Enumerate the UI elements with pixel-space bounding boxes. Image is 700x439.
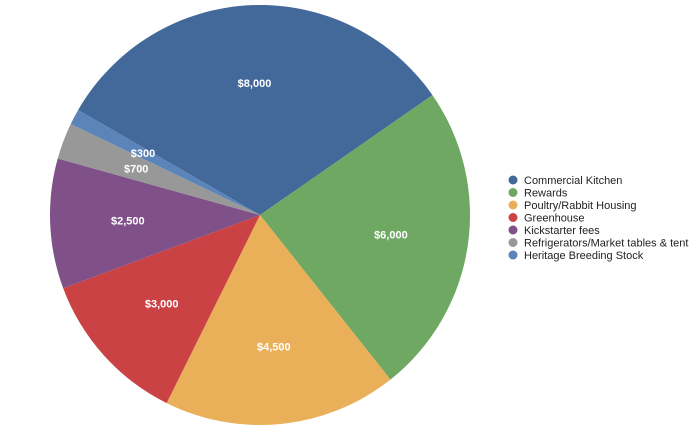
slice-label-poultry-rabbit-housing: $4,500 — [257, 342, 291, 354]
pie-slice-kickstarter-fees — [50, 158, 260, 289]
pie-slice-rewards — [260, 95, 471, 380]
pie-slice-greenhouse — [63, 215, 260, 404]
slice-label-heritage-breeding-stock: $300 — [131, 148, 155, 160]
legend-label-kickstarter-fees: Kickstarter fees — [524, 225, 600, 237]
legend-label-heritage-breeding-stock: Heritage Breeding Stock — [524, 250, 644, 262]
pie-slice-refrigerators-market-tables-tent — [57, 124, 260, 215]
slice-label-refrigerators-market-tables-tent: $700 — [124, 163, 148, 175]
legend-swatch-greenhouse — [508, 213, 518, 222]
pie-slice-poultry-rabbit-housing — [166, 215, 391, 426]
legend-swatch-heritage-breeding-stock — [508, 250, 518, 260]
pie-slice-heritage-breeding-stock — [70, 110, 261, 215]
slice-label-greenhouse: $3,000 — [145, 299, 179, 311]
legend-swatch-commercial-kitchen — [508, 175, 518, 185]
legend-swatch-refrigerators-market-tables-tent — [508, 238, 518, 247]
slice-label-rewards: $6,000 — [374, 229, 408, 241]
chart-legend: Commercial KitchenRewardsPoultry/Rabbit … — [508, 175, 688, 262]
pie-labels: $8,000 $6,000 $4,500 $3,000 $2,500 $700 $300 — [111, 78, 408, 354]
pie-slices — [50, 4, 471, 426]
legend-label-poultry-rabbit-housing: Poultry/Rabbit Housing — [524, 200, 637, 212]
pie-slice-commercial-kitchen — [78, 4, 433, 215]
slice-label-kickstarter-fees: $2,500 — [111, 216, 145, 228]
legend-swatch-poultry-rabbit-housing — [508, 200, 518, 210]
legend-label-greenhouse: Greenhouse — [524, 213, 585, 225]
legend-label-rewards: Rewards — [524, 188, 568, 200]
slice-label-commercial-kitchen: $8,000 — [238, 78, 272, 90]
legend-swatch-kickstarter-fees — [508, 225, 518, 235]
legend-swatch-rewards — [508, 188, 518, 197]
legend-label-commercial-kitchen: Commercial Kitchen — [524, 175, 622, 187]
legend-label-refrigerators-market-tables-tent: Refrigerators/Market tables & tent — [524, 238, 688, 250]
